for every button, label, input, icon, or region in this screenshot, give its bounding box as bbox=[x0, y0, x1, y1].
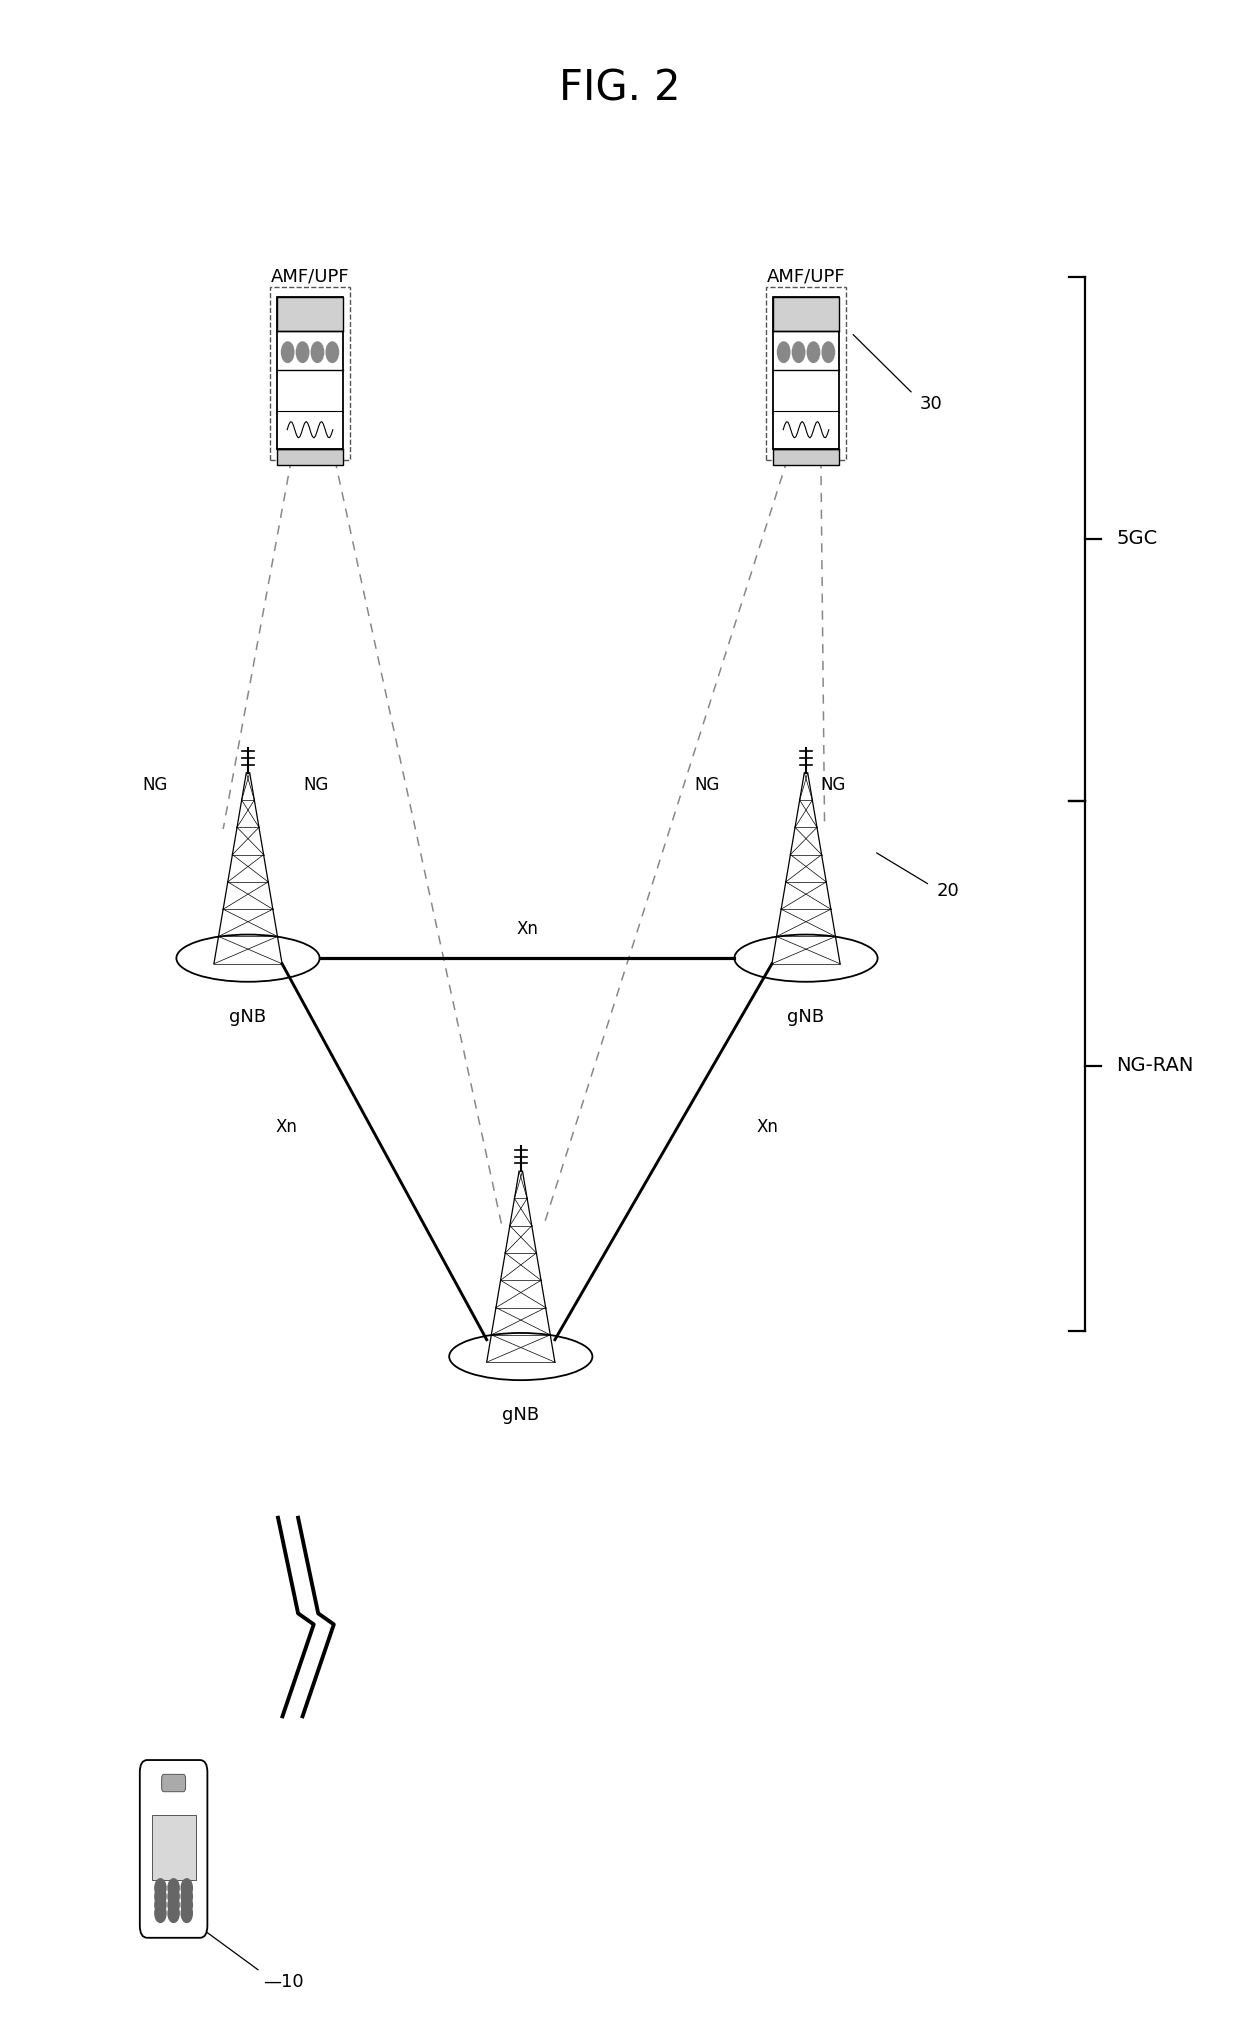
Text: gNB: gNB bbox=[229, 1007, 267, 1026]
Text: NG: NG bbox=[304, 776, 329, 793]
Text: 5GC: 5GC bbox=[1116, 529, 1157, 548]
Circle shape bbox=[181, 1896, 192, 1914]
Circle shape bbox=[326, 341, 339, 362]
Circle shape bbox=[181, 1880, 192, 1898]
FancyBboxPatch shape bbox=[270, 288, 350, 460]
Text: AMF/UPF: AMF/UPF bbox=[766, 268, 846, 286]
FancyBboxPatch shape bbox=[766, 288, 846, 460]
FancyBboxPatch shape bbox=[140, 1759, 207, 1937]
Circle shape bbox=[167, 1896, 180, 1914]
Text: gNB: gNB bbox=[502, 1406, 539, 1424]
Circle shape bbox=[181, 1888, 192, 1906]
Text: Xn: Xn bbox=[275, 1118, 298, 1136]
Bar bbox=[278, 298, 342, 331]
Text: NG-RAN: NG-RAN bbox=[1116, 1056, 1193, 1075]
Bar bbox=[774, 449, 838, 464]
Circle shape bbox=[807, 341, 820, 362]
FancyBboxPatch shape bbox=[161, 1773, 186, 1792]
Text: NG: NG bbox=[143, 776, 167, 793]
Text: gNB: gNB bbox=[787, 1007, 825, 1026]
Text: FIG. 2: FIG. 2 bbox=[559, 67, 681, 110]
Text: Xn: Xn bbox=[756, 1118, 779, 1136]
Bar bbox=[278, 449, 342, 464]
Bar bbox=[151, 1814, 196, 1880]
Circle shape bbox=[822, 341, 835, 362]
Text: 20: 20 bbox=[936, 883, 959, 899]
Text: 30: 30 bbox=[919, 394, 942, 413]
Circle shape bbox=[181, 1904, 192, 1922]
Circle shape bbox=[777, 341, 790, 362]
Text: NG: NG bbox=[821, 776, 846, 793]
Circle shape bbox=[792, 341, 805, 362]
Text: NG: NG bbox=[694, 776, 719, 793]
Circle shape bbox=[167, 1888, 180, 1906]
Text: —10: —10 bbox=[263, 1974, 304, 1990]
Circle shape bbox=[311, 341, 324, 362]
Text: AMF/UPF: AMF/UPF bbox=[270, 268, 350, 286]
Circle shape bbox=[155, 1880, 166, 1898]
Bar bbox=[774, 298, 838, 331]
Circle shape bbox=[155, 1896, 166, 1914]
Bar bbox=[774, 298, 838, 449]
Circle shape bbox=[296, 341, 309, 362]
Text: Xn: Xn bbox=[516, 919, 538, 938]
Circle shape bbox=[167, 1880, 180, 1898]
Circle shape bbox=[167, 1904, 180, 1922]
Circle shape bbox=[281, 341, 294, 362]
Bar bbox=[278, 298, 342, 449]
Circle shape bbox=[155, 1888, 166, 1906]
Circle shape bbox=[155, 1904, 166, 1922]
